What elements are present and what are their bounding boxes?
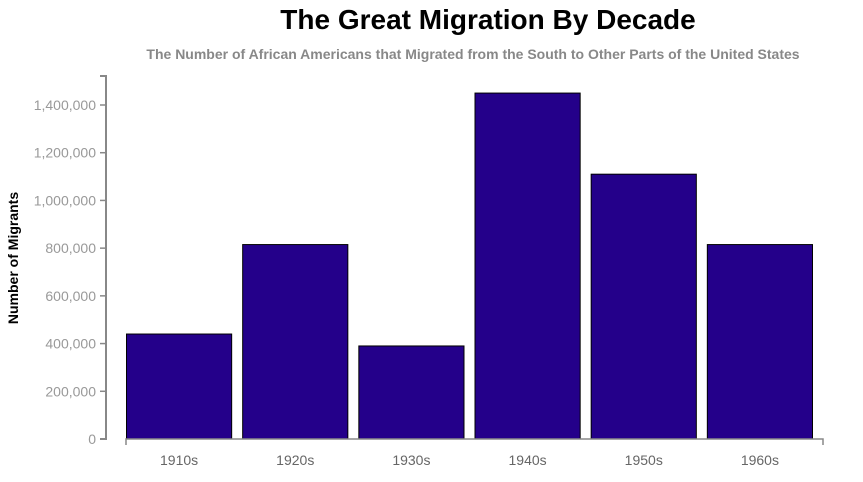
bar-1930s[interactable] (358, 345, 465, 440)
bars (126, 92, 813, 440)
y-tick-label: 1,000,000 (34, 192, 96, 208)
x-axis-line (125, 438, 824, 445)
bar-1950s[interactable] (590, 173, 697, 440)
bar-1920s[interactable] (242, 244, 349, 440)
y-tick-label: 400,000 (45, 336, 96, 352)
x-tick-label: 1920s (276, 452, 314, 468)
y-tick-label: 600,000 (45, 288, 96, 304)
bar-1960s[interactable] (706, 244, 813, 440)
chart-subtitle: The Number of African Americans that Mig… (146, 46, 800, 62)
y-axis: 0 200,000 400,000 600,000 800,000 1,000,000 1,… (34, 75, 107, 447)
y-axis-label: Number of Migrants (5, 192, 21, 324)
y-tick-label: 1,400,000 (34, 97, 96, 113)
x-tick-label: 1950s (625, 452, 663, 468)
y-tick-label: 800,000 (45, 240, 96, 256)
x-tick-label: 1930s (392, 452, 430, 468)
bar-1910s[interactable] (126, 333, 233, 440)
y-axis-line (100, 75, 107, 440)
y-tick-label: 200,000 (45, 383, 96, 399)
x-axis: 1910s 1920s 1930s 1940s 1950s 1960s (125, 438, 824, 468)
x-tick-label: 1910s (160, 452, 198, 468)
x-tick-label: 1960s (741, 452, 779, 468)
y-tick-label: 1,200,000 (34, 145, 96, 161)
x-tick-label: 1940s (509, 452, 547, 468)
bar-1940s[interactable] (474, 92, 581, 440)
y-tick-label: 0 (88, 431, 96, 447)
chart-title: The Great Migration By Decade (280, 4, 696, 35)
